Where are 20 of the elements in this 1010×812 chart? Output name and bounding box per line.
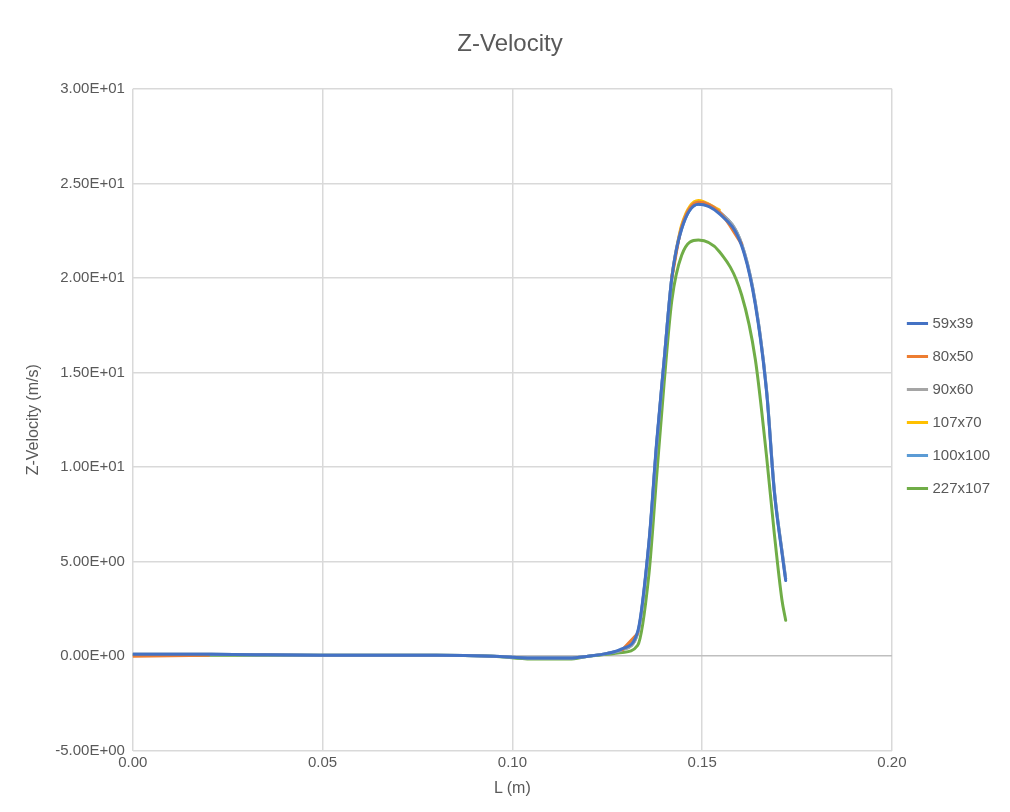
y-tick-label: 1.50E+01 [60,362,125,380]
y-axis-title: Z-Velocity (m/s) [24,364,42,476]
x-axis-title: L (m) [494,778,531,796]
x-tick-label: 0.20 [877,752,907,770]
chart-title: Z-Velocity [457,29,563,57]
legend-label: 59x39 [932,313,974,331]
legend-label: 100x100 [932,445,991,463]
y-tick-label: 1.00E+01 [60,457,125,475]
y-tick-label: 3.00E+01 [60,78,125,96]
legend-label: 80x50 [932,346,974,364]
legend-label: 90x60 [932,379,974,397]
x-tick-label: 0.05 [308,752,338,770]
y-tick-label: 5.00E+00 [60,551,125,569]
legend-label: 227x107 [932,478,991,496]
y-tick-label: 2.50E+01 [60,173,125,191]
y-tick-label: 2.00E+01 [60,268,125,286]
y-tick-label: 0.00E+00 [60,646,125,664]
legend-label: 107x70 [932,412,982,430]
x-tick-label: 0.10 [497,752,527,770]
x-tick-label: 0.15 [687,752,717,770]
